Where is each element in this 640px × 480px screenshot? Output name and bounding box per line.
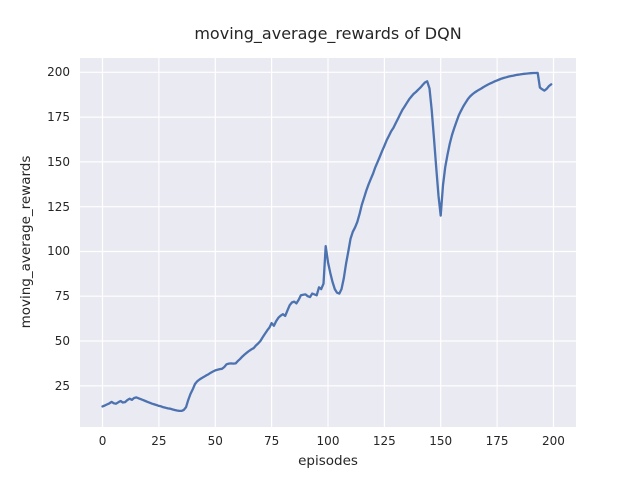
y-tick-label: 150 bbox=[47, 154, 70, 169]
plot-canvas bbox=[80, 58, 576, 427]
x-tick-label: 200 bbox=[542, 434, 565, 448]
x-tick-label: 125 bbox=[372, 434, 396, 448]
x-axis-label: episodes bbox=[298, 453, 358, 469]
reward-line bbox=[101, 71, 553, 413]
x-tick-label: 0 bbox=[98, 434, 107, 448]
x-tick-label: 75 bbox=[263, 434, 280, 448]
y-tick-label: 75 bbox=[54, 289, 70, 304]
x-tick-label: 100 bbox=[316, 434, 340, 448]
y-axis-label: moving_average_rewards bbox=[18, 155, 34, 329]
y-tick-label: 175 bbox=[47, 110, 70, 125]
plot-area bbox=[80, 58, 576, 427]
y-tick-label: 125 bbox=[47, 199, 70, 214]
y-tick-label: 25 bbox=[54, 378, 70, 393]
y-tick-label: 200 bbox=[47, 65, 70, 80]
y-tick-label: 50 bbox=[54, 334, 70, 349]
x-tick-label: 25 bbox=[151, 434, 167, 448]
x-tick-label: 50 bbox=[207, 434, 223, 448]
x-tick-label: 150 bbox=[429, 434, 453, 448]
x-tick-label: 175 bbox=[485, 434, 509, 448]
chart-title: moving_average_rewards of DQN bbox=[194, 24, 462, 43]
y-tick-label: 100 bbox=[47, 244, 70, 259]
